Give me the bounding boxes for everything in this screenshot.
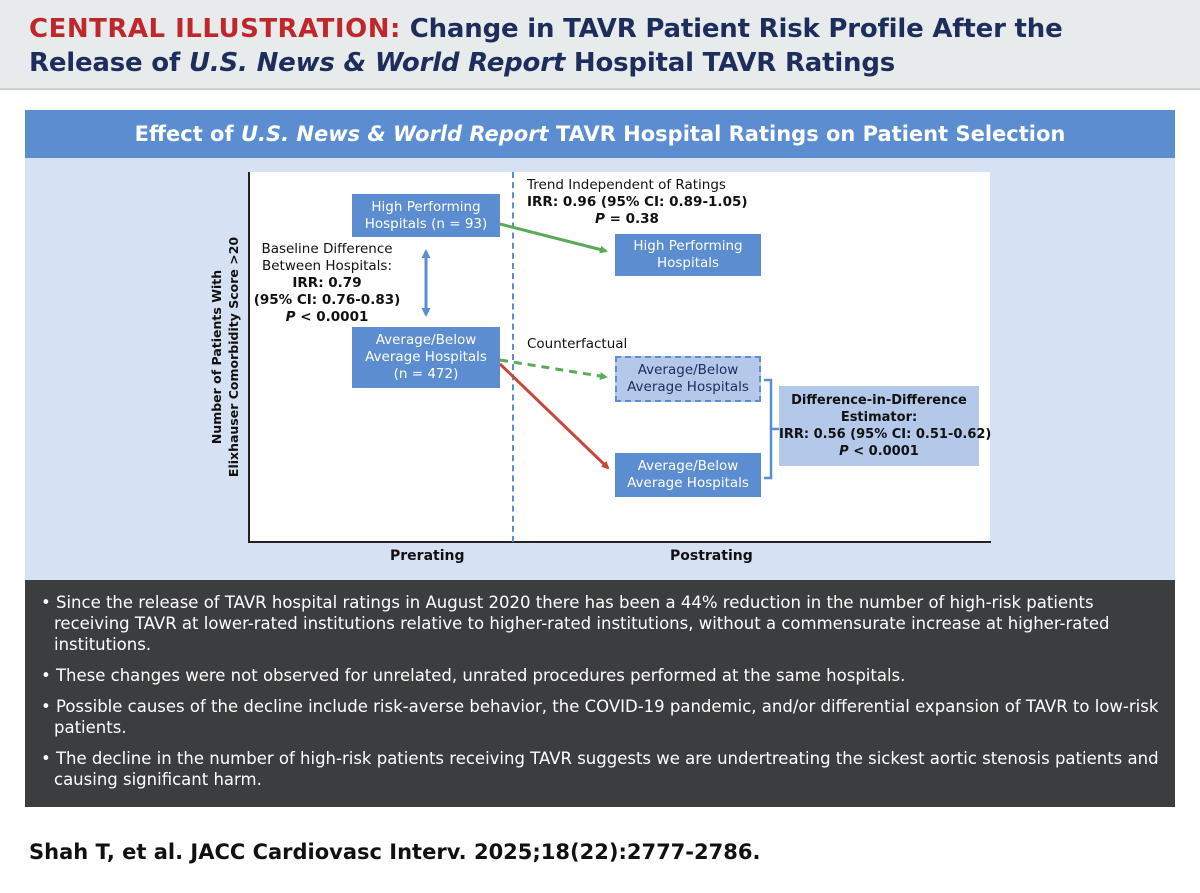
note-line: (95% CI: 0.76-0.83) xyxy=(253,292,401,308)
box-text: High Performing xyxy=(633,238,743,254)
p-symbol: P xyxy=(595,211,605,227)
note-line: P = 0.38 xyxy=(527,211,748,228)
y-axis-line xyxy=(248,172,250,543)
note-line: Trend Independent of Ratings xyxy=(527,177,726,193)
baseline-difference-note: Baseline Difference Between Hospitals: I… xyxy=(253,241,401,326)
x-axis-line xyxy=(248,541,991,543)
box-text-p-rest: < 0.0001 xyxy=(848,444,919,459)
finding-item: • These changes were not observed for un… xyxy=(41,666,906,685)
panel-banner-post: TAVR Hospital Ratings on Patient Selecti… xyxy=(548,122,1066,146)
title-publication: U.S. News & World Report xyxy=(188,48,566,78)
p-symbol: P xyxy=(839,444,849,459)
citation: Shah T, et al. JACC Cardiovasc Interv. 2… xyxy=(29,840,761,864)
panel-banner: Effect of U.S. News & World Report TAVR … xyxy=(25,110,1175,158)
note-line: Baseline Difference xyxy=(261,241,393,257)
y-axis-label-line-1: Number of Patients With xyxy=(209,269,224,445)
box-text: IRR: 0.56 (95% CI: 0.51-0.62) xyxy=(779,427,992,442)
box-text: Average/Below xyxy=(637,458,739,474)
panel-banner-publication: U.S. News & World Report xyxy=(240,122,549,146)
finding-item: • Possible causes of the decline include… xyxy=(41,697,1159,737)
average-below-prerating-box: Average/Below Average Hospitals (n = 472… xyxy=(352,327,500,388)
box-text: Difference-in-Difference xyxy=(791,393,967,408)
title-line-2-pre: Release of xyxy=(29,48,189,78)
x-label-prerating: Prerating xyxy=(390,548,465,564)
box-text-p: P < 0.0001 xyxy=(779,443,979,460)
difference-in-difference-box: Difference-in-Difference Estimator: IRR:… xyxy=(779,386,992,466)
y-axis-label-line-2: Elixhauser Comorbidity Score >20 xyxy=(226,236,241,478)
key-findings: • Since the release of TAVR hospital rat… xyxy=(25,580,1175,807)
average-below-postrating-box: Average/Below Average Hospitals xyxy=(615,453,761,497)
x-label-postrating: Postrating xyxy=(670,548,753,564)
title-header: CENTRAL ILLUSTRATION: Change in TAVR Pat… xyxy=(0,0,1200,90)
box-text: Average Hospitals xyxy=(365,349,487,365)
note-p-value: < 0.0001 xyxy=(295,309,369,325)
y-axis-label: Number of Patients With Elixhauser Comor… xyxy=(208,167,242,547)
note-line: IRR: 0.96 (95% CI: 0.89-1.05) xyxy=(527,194,748,210)
finding-item: • Since the release of TAVR hospital rat… xyxy=(41,593,1110,654)
note-line: P < 0.0001 xyxy=(253,309,401,326)
note-line: IRR: 0.79 xyxy=(292,275,362,291)
high-performing-postrating-box: High Performing Hospitals xyxy=(615,234,761,276)
title-line-1-text: Change in TAVR Patient Risk Profile Afte… xyxy=(409,14,1063,44)
panel-banner-pre: Effect of xyxy=(134,122,241,146)
box-text: Estimator: xyxy=(840,410,918,425)
title-line-1: CENTRAL ILLUSTRATION: Change in TAVR Pat… xyxy=(29,12,1200,46)
trend-independent-note: Trend Independent of Ratings IRR: 0.96 (… xyxy=(527,177,748,228)
note-p-value: = 0.38 xyxy=(604,211,659,227)
box-text: (n = 472) xyxy=(393,366,459,382)
counterfactual-box: Average/Below Average Hospitals xyxy=(615,356,761,402)
title-prefix: CENTRAL ILLUSTRATION: xyxy=(29,14,401,44)
box-text: Average Hospitals xyxy=(627,475,749,491)
p-symbol: P xyxy=(285,309,296,325)
box-text: Hospitals (n = 93) xyxy=(364,215,488,232)
finding-item: • The decline in the number of high-risk… xyxy=(41,749,1159,789)
box-text: Average/Below xyxy=(375,332,477,348)
box-text: Average/Below xyxy=(637,362,739,378)
title-line-2: Release of U.S. News & World Report Hosp… xyxy=(29,46,1200,80)
box-text: Hospitals xyxy=(656,255,720,271)
counterfactual-label: Counterfactual xyxy=(527,336,628,352)
title-line-2-post: Hospital TAVR Ratings xyxy=(565,48,896,78)
note-line: Between Hospitals: xyxy=(261,258,393,274)
rating-release-divider xyxy=(512,172,514,542)
box-text: High Performing xyxy=(371,198,481,215)
box-text: Average Hospitals xyxy=(627,379,749,395)
high-performing-prerating-box: High Performing Hospitals (n = 93) xyxy=(352,194,500,237)
